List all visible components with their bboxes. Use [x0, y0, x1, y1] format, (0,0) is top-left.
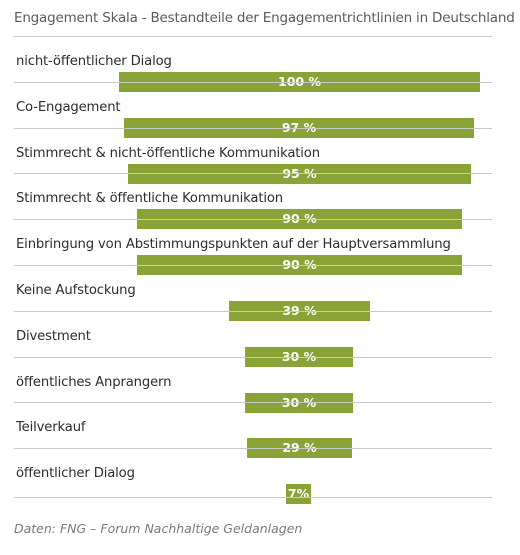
bar-value-label: 100 %	[278, 74, 321, 89]
row-divider	[14, 357, 492, 358]
bar-value-label: 7%	[287, 486, 310, 501]
bar-value-label: 39 %	[282, 303, 317, 318]
row-divider	[14, 497, 492, 498]
bar-value-label: 90 %	[282, 257, 317, 272]
bar: 95 %	[128, 164, 471, 184]
bar-value-label: 90 %	[282, 211, 317, 226]
bar-value-label: 97 %	[281, 120, 317, 135]
category-label: Stimmrecht & öffentliche Kommunikation	[16, 191, 284, 206]
category-label: öffentlicher Dialog	[16, 466, 135, 481]
row-divider	[14, 311, 492, 312]
category-label: Einbringung von Abstimmungspunkten auf d…	[16, 237, 451, 252]
bar-value-label: 30 %	[281, 349, 317, 364]
chart-title: Engagement Skala - Bestandteile der Enga…	[14, 10, 515, 26]
category-label: nicht-öffentlicher Dialog	[16, 54, 172, 69]
source-note: Daten: FNG – Forum Nachhaltige Geldanlag…	[14, 521, 303, 536]
category-label: Divestment	[16, 329, 91, 344]
row-divider	[14, 219, 492, 220]
row-divider	[14, 173, 492, 174]
category-label: Teilverkauf	[16, 420, 86, 435]
bar-value-label: 95 %	[282, 166, 317, 181]
category-label: Co-Engagement	[16, 100, 121, 115]
category-label: öffentliches Anprangern	[16, 375, 172, 390]
category-label: Keine Aufstockung	[16, 283, 136, 298]
row-divider	[14, 36, 492, 37]
bar-value-label: 30 %	[281, 395, 317, 410]
row-divider	[14, 448, 492, 449]
bar: 30 %	[245, 393, 353, 413]
bar: 7%	[286, 484, 311, 504]
row-divider	[14, 265, 492, 266]
bar-value-label: 29 %	[282, 440, 317, 455]
row-divider	[14, 82, 492, 83]
row-divider	[14, 402, 492, 403]
category-label: Stimmrecht & nicht-öffentliche Kommunika…	[16, 146, 320, 161]
row-divider	[14, 128, 492, 129]
